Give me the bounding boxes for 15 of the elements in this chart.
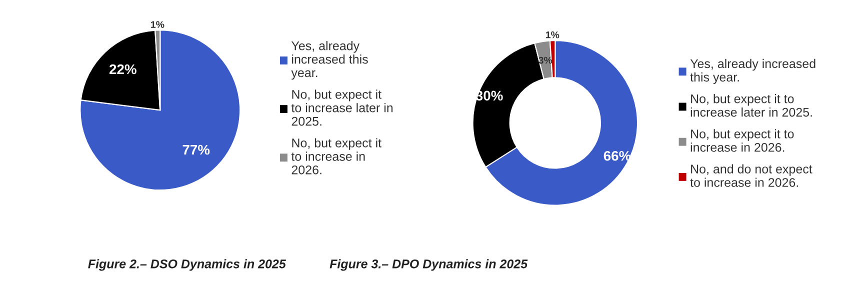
legend-label: No, but expect it to increase later in 2025. bbox=[291, 90, 393, 126]
data-label: 1% bbox=[151, 21, 164, 28]
data-label: 22% bbox=[109, 64, 136, 74]
legend-label: No, and do not expect to increase in 2026. bbox=[690, 164, 812, 187]
data-label: 66% bbox=[604, 150, 631, 161]
caption: Figure 2.– DSO Dynamics in 2025 bbox=[88, 259, 286, 271]
data-label: 1% bbox=[546, 31, 560, 38]
data-label: 77% bbox=[182, 144, 210, 155]
pie-slice bbox=[80, 30, 241, 191]
legend-label: Yes, already increased this year. bbox=[690, 58, 816, 84]
legend-label: No, but expect it to increase later in 2025. bbox=[690, 94, 812, 117]
legend-label: Yes, already increased this year. bbox=[291, 41, 368, 80]
caption: Figure 3.– DPO Dynamics in 2025 bbox=[330, 259, 528, 271]
legend-label: No, but expect it to increase in 2026. bbox=[690, 129, 794, 152]
legend-label: No, but expect it to increase in 2026. bbox=[291, 138, 382, 174]
